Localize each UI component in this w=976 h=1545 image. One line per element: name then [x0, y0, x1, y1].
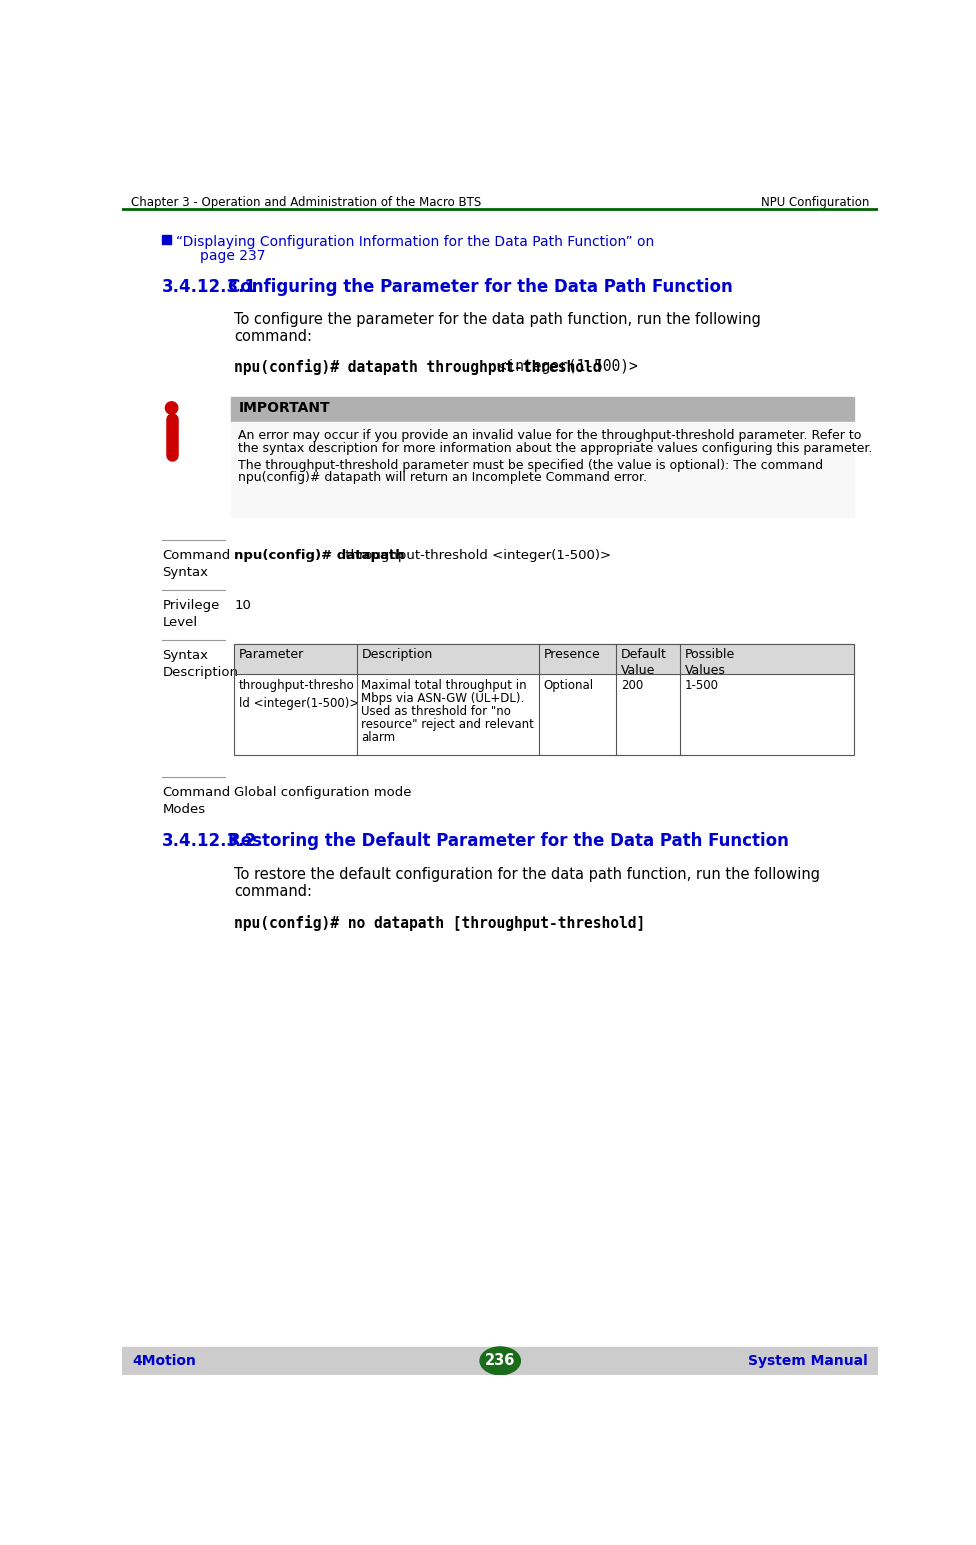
Bar	[122, 1347, 878, 1375]
Bar	[234, 674, 854, 756]
Text: Used as threshold for "no: Used as threshold for "no	[361, 705, 511, 718]
Text: Command
Modes: Command Modes	[162, 786, 230, 816]
Text: Chapter 3 - Operation and Administration of the Macro BTS: Chapter 3 - Operation and Administration…	[132, 196, 481, 209]
Bar	[234, 644, 854, 674]
Text: Presence: Presence	[544, 649, 600, 661]
Text: Maximal total throughput in: Maximal total throughput in	[361, 678, 527, 692]
Text: alarm: alarm	[361, 731, 395, 745]
Text: An error may occur if you provide an invalid value for the throughput-threshold : An error may occur if you provide an inv…	[238, 430, 862, 442]
Text: page 237: page 237	[199, 249, 265, 263]
Text: Description: Description	[361, 649, 432, 661]
Text: Parameter: Parameter	[239, 649, 305, 661]
Text: 4Motion: 4Motion	[133, 1353, 197, 1367]
Bar	[162, 235, 171, 244]
Text: NPU Configuration: NPU Configuration	[760, 196, 869, 209]
Circle shape	[165, 402, 178, 414]
Text: command:: command:	[234, 329, 312, 345]
Text: System Manual: System Manual	[748, 1353, 868, 1367]
Text: Configuring the Parameter for the Data Path Function: Configuring the Parameter for the Data P…	[228, 278, 733, 295]
Text: <integer(1-500)>: <integer(1-500)>	[489, 358, 637, 374]
Text: Optional: Optional	[544, 678, 593, 692]
Bar	[230, 422, 854, 516]
Text: 3.4.12.3.1: 3.4.12.3.1	[162, 278, 258, 295]
Text: Possible
Values: Possible Values	[684, 649, 735, 677]
Text: npu(config)# datapath will return an Incomplete Command error.: npu(config)# datapath will return an Inc…	[238, 471, 647, 484]
Text: npu(config)# datapath: npu(config)# datapath	[234, 548, 405, 562]
Text: IMPORTANT: IMPORTANT	[238, 402, 330, 416]
Text: the syntax description for more information about the appropriate values configu: the syntax description for more informat…	[238, 442, 873, 454]
Text: Mbps via ASN-GW (UL+DL).: Mbps via ASN-GW (UL+DL).	[361, 692, 525, 705]
Text: Syntax
Description: Syntax Description	[162, 649, 238, 678]
Text: 10: 10	[234, 599, 251, 612]
Text: npu(config)# no datapath [throughput-threshold]: npu(config)# no datapath [throughput-thr…	[234, 915, 646, 930]
Bar	[234, 644, 854, 756]
Text: Command
Syntax: Command Syntax	[162, 548, 230, 579]
Text: Global configuration mode: Global configuration mode	[234, 786, 412, 799]
Text: Default
Value: Default Value	[621, 649, 667, 677]
Text: resource" reject and relevant: resource" reject and relevant	[361, 718, 534, 731]
Text: Privilege
Level: Privilege Level	[162, 599, 220, 629]
Text: Restoring the Default Parameter for the Data Path Function: Restoring the Default Parameter for the …	[228, 833, 789, 850]
Text: throughput-thresho
ld <integer(1-500)>: throughput-thresho ld <integer(1-500)>	[239, 678, 359, 711]
Text: 1-500: 1-500	[684, 678, 718, 692]
Text: “Displaying Configuration Information for the Data Path Function” on: “Displaying Configuration Information fo…	[177, 235, 655, 249]
Text: npu(config)# datapath throughput-threshold: npu(config)# datapath throughput-thresho…	[234, 358, 602, 374]
Text: The throughput-threshold parameter must be specified (the value is optional): Th: The throughput-threshold parameter must …	[238, 459, 824, 471]
Text: To configure the parameter for the data path function, run the following: To configure the parameter for the data …	[234, 312, 761, 328]
Text: To restore the default configuration for the data path function, run the followi: To restore the default configuration for…	[234, 867, 821, 882]
Text: 3.4.12.3.2: 3.4.12.3.2	[162, 833, 258, 850]
Text: throughput-threshold <integer(1-500)>: throughput-threshold <integer(1-500)>	[342, 548, 611, 562]
Text: command:: command:	[234, 884, 312, 899]
Text: 200: 200	[621, 678, 643, 692]
Text: 236: 236	[485, 1353, 515, 1369]
Ellipse shape	[480, 1347, 520, 1375]
Bar	[230, 397, 854, 422]
